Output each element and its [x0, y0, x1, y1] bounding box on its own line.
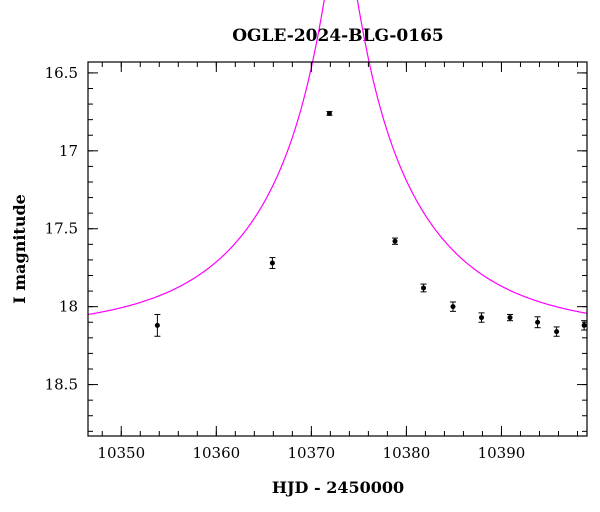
x-tick-label: 10350 [97, 444, 145, 462]
plot-frame [87, 61, 588, 437]
y-axis-label: I magnitude [10, 194, 29, 304]
point-marker [421, 285, 427, 291]
y-tick-label: 18 [59, 298, 78, 316]
point-marker [154, 322, 160, 328]
data-point [449, 301, 456, 312]
point-marker [269, 260, 275, 266]
point-marker [535, 319, 541, 325]
point-marker [478, 315, 484, 321]
point-marker [581, 322, 587, 328]
y-tick-label: 18.5 [45, 376, 78, 394]
data-point [420, 283, 427, 293]
tick-labels-layer: 10350 10360 10370 10380 10390 16.5 17 17.5 18 18.… [45, 64, 526, 462]
x-tick-label: 10370 [288, 444, 336, 462]
x-axis-label: HJD - 2450000 [272, 478, 404, 497]
model-curve-layer [87, 0, 588, 316]
data-point [553, 326, 560, 337]
x-tick-label: 10380 [383, 444, 431, 462]
data-point [392, 237, 399, 245]
data-point [534, 316, 541, 329]
data-point [478, 312, 485, 323]
x-tick-label: 10360 [192, 444, 240, 462]
data-point [154, 313, 161, 337]
point-marker [554, 329, 560, 335]
point-marker [392, 238, 398, 244]
x-tick-label: 10390 [478, 444, 526, 462]
model-curve [87, 0, 588, 316]
point-marker [450, 304, 456, 310]
y-tick-label: 17.5 [45, 220, 78, 238]
axis-ticks-layer [88, 62, 587, 436]
data-points-layer [154, 110, 588, 337]
y-tick-label: 16.5 [45, 64, 78, 82]
data-point [269, 257, 276, 269]
point-marker [326, 110, 332, 116]
y-tick-label: 17 [59, 142, 78, 160]
data-point [507, 313, 514, 322]
chart-title: OGLE-2024-BLG-0165 [232, 26, 444, 46]
data-point [326, 110, 333, 116]
point-marker [507, 315, 513, 321]
